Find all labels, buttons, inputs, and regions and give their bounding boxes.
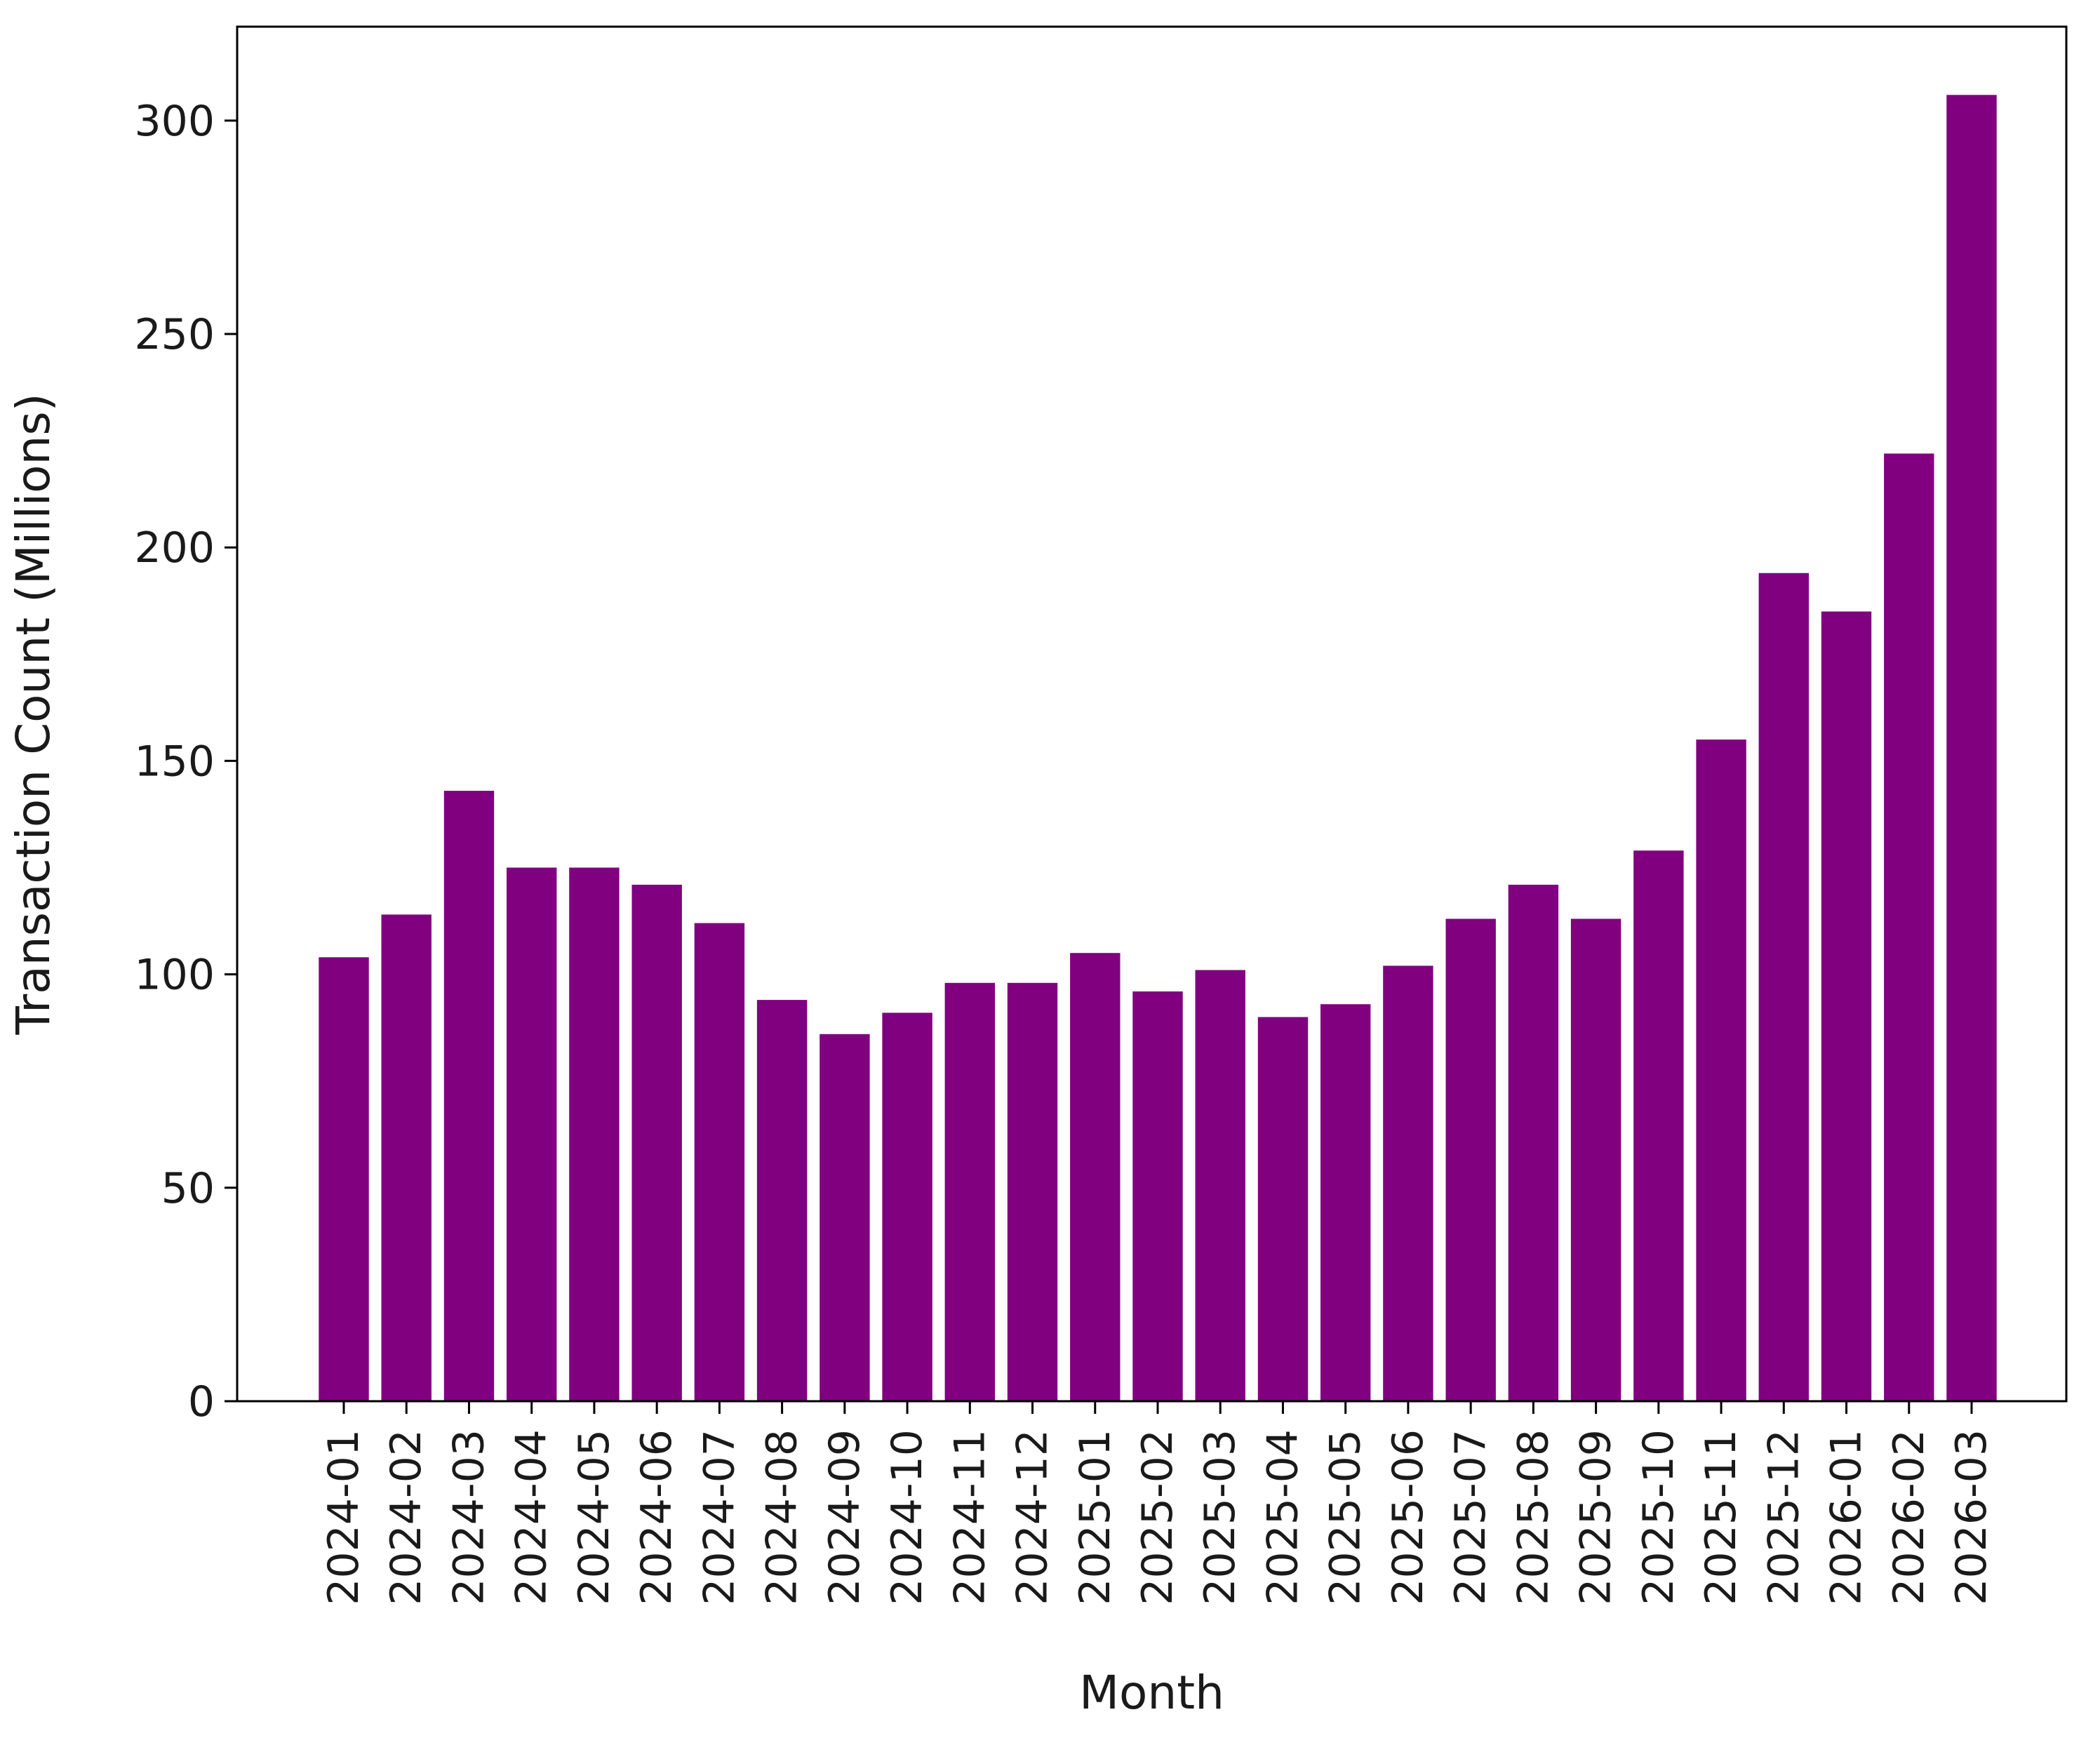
- x-tick-label-2024-02: 2024-02: [382, 1429, 431, 1605]
- x-tick-label-2025-11: 2025-11: [1697, 1429, 1746, 1605]
- bar-2024-08: [756, 1000, 808, 1401]
- bar-2024-06: [631, 884, 682, 1401]
- y-tick-label-100: 100: [134, 951, 215, 1000]
- x-tick-label-2025-02: 2025-02: [1133, 1429, 1182, 1605]
- x-tick-label-2024-05: 2024-05: [570, 1429, 619, 1605]
- x-tick-label-2026-01: 2026-01: [1822, 1429, 1871, 1605]
- bar-2024-01: [319, 957, 369, 1401]
- x-axis: 2024-01 2024-02 2024-03 2024-04 2024-05 2024-…: [319, 1401, 1996, 1605]
- x-tick-label-2024-07: 2024-07: [695, 1429, 744, 1605]
- bar-2024-04: [507, 867, 557, 1401]
- bar-2024-03: [443, 791, 495, 1401]
- bar-2025-01: [1070, 953, 1121, 1401]
- bar-2025-05: [1320, 1004, 1371, 1401]
- bar-2025-03: [1195, 970, 1245, 1401]
- y-axis-label: Transaction Count (Millions): [6, 394, 60, 1036]
- bar-2024-12: [1007, 982, 1058, 1401]
- bar-2024-07: [694, 923, 745, 1401]
- x-tick-label-2026-02: 2026-02: [1885, 1429, 1934, 1605]
- bar-2025-11: [1696, 740, 1746, 1401]
- x-tick-label-2025-07: 2025-07: [1446, 1429, 1495, 1605]
- bar-2025-08: [1508, 884, 1559, 1401]
- x-tick-label-2024-04: 2024-04: [507, 1429, 556, 1605]
- x-tick-label-2025-05: 2025-05: [1321, 1429, 1370, 1605]
- bar-2026-01: [1821, 611, 1872, 1401]
- x-tick-label-2024-09: 2024-09: [820, 1429, 869, 1605]
- x-tick-label-2025-06: 2025-06: [1384, 1429, 1433, 1605]
- y-axis: 0 50 100 150 200 250 300: [134, 97, 237, 1426]
- y-tick-label-300: 300: [134, 97, 215, 146]
- y-tick-label-250: 250: [134, 310, 215, 359]
- x-tick-label-2026-03: 2026-03: [1947, 1429, 1996, 1605]
- x-tick-label-2025-03: 2025-03: [1196, 1429, 1245, 1605]
- bar-2024-05: [569, 867, 620, 1401]
- x-tick-label-2024-11: 2024-11: [945, 1429, 994, 1605]
- y-tick-label-0: 0: [188, 1377, 215, 1426]
- bar-2025-10: [1633, 850, 1684, 1401]
- x-tick-label-2025-12: 2025-12: [1759, 1429, 1808, 1605]
- bar-2026-03: [1946, 95, 1997, 1401]
- y-tick-label-50: 50: [161, 1164, 215, 1213]
- x-tick-label-2025-08: 2025-08: [1509, 1429, 1558, 1605]
- bar-2024-10: [882, 1012, 932, 1401]
- y-tick-label-150: 150: [134, 737, 215, 786]
- y-tick-label-200: 200: [134, 523, 215, 573]
- x-tick-label-2024-01: 2024-01: [319, 1429, 368, 1605]
- x-tick-label-2024-03: 2024-03: [444, 1429, 493, 1605]
- bar-2025-07: [1445, 918, 1496, 1401]
- bar-2026-02: [1884, 453, 1934, 1401]
- bar-2024-02: [381, 914, 432, 1401]
- x-tick-label-2024-10: 2024-10: [883, 1429, 932, 1605]
- bar-2025-12: [1758, 573, 1809, 1402]
- x-tick-label-2025-10: 2025-10: [1634, 1429, 1683, 1605]
- bars-group: [319, 95, 1997, 1402]
- x-tick-label-2025-01: 2025-01: [1071, 1429, 1120, 1605]
- plot-frame: [236, 25, 2068, 1403]
- bar-2024-09: [820, 1034, 870, 1401]
- x-tick-label-2024-08: 2024-08: [758, 1429, 807, 1605]
- x-tick-label-2025-09: 2025-09: [1572, 1429, 1621, 1605]
- x-tick-label-2024-06: 2024-06: [632, 1429, 681, 1605]
- x-axis-label: Month: [1079, 1666, 1224, 1720]
- bar-2025-04: [1257, 1017, 1309, 1401]
- x-tick-label-2024-12: 2024-12: [1008, 1429, 1057, 1605]
- bar-2024-11: [944, 982, 995, 1401]
- bar-2025-06: [1383, 965, 1433, 1401]
- x-tick-label-2025-04: 2025-04: [1258, 1429, 1307, 1605]
- bar-2025-09: [1570, 918, 1621, 1401]
- bar-2025-02: [1132, 991, 1183, 1401]
